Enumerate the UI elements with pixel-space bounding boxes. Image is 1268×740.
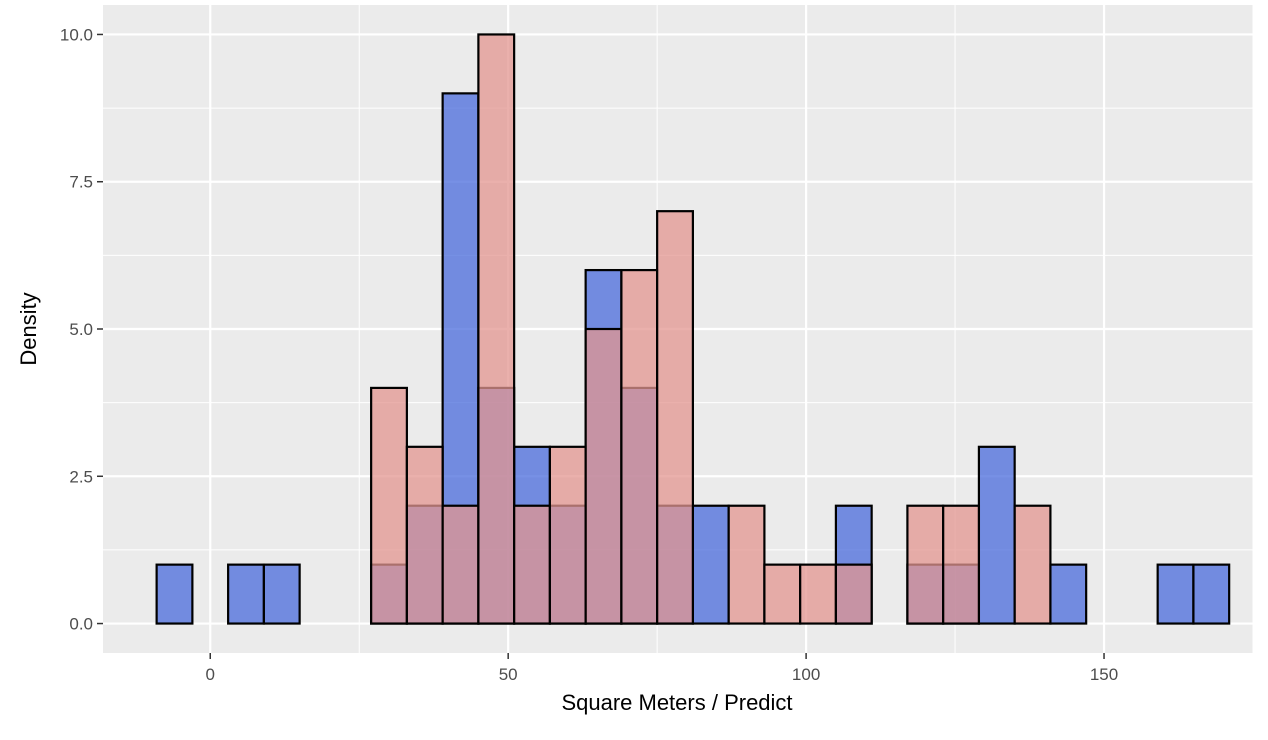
bar: [656, 210, 694, 625]
x-tick-label: 0: [206, 665, 215, 684]
y-tick-label: 10.0: [60, 25, 93, 44]
bar: [262, 563, 301, 625]
bar: [513, 504, 551, 625]
x-tick-label: 150: [1090, 665, 1118, 684]
series-2: [370, 33, 1052, 625]
bar: [1049, 563, 1088, 625]
bar: [155, 563, 194, 625]
x-tick-label: 50: [499, 665, 518, 684]
y-tick-label: 5.0: [69, 320, 93, 339]
bar: [227, 563, 265, 625]
bar: [942, 504, 981, 625]
bar: [620, 268, 659, 625]
y-axis-title: Density: [16, 292, 41, 365]
x-axis-ticks: 0 50 100 150: [206, 653, 1118, 684]
bar: [584, 327, 623, 625]
y-tick-label: 0.0: [69, 615, 93, 634]
y-tick-label: 7.5: [69, 173, 93, 192]
bar: [763, 563, 802, 625]
bar: [834, 563, 873, 625]
bar: [405, 445, 444, 625]
bars: [155, 33, 1231, 625]
bar: [477, 33, 516, 625]
bar: [370, 386, 408, 625]
bar: [906, 504, 945, 625]
bar: [977, 445, 1016, 625]
bar: [1192, 563, 1231, 625]
y-tick-label: 2.5: [69, 467, 93, 486]
bar: [1156, 563, 1195, 625]
y-axis-ticks: 0.0 2.5 5.0 7.5 10.0: [60, 25, 103, 634]
bar: [691, 504, 730, 625]
bar: [548, 445, 587, 625]
x-axis-title: Square Meters / Predict: [561, 690, 792, 715]
bar: [727, 504, 766, 625]
bar: [1013, 504, 1052, 625]
bar: [441, 504, 480, 625]
x-tick-label: 100: [792, 665, 820, 684]
bar: [799, 563, 838, 625]
